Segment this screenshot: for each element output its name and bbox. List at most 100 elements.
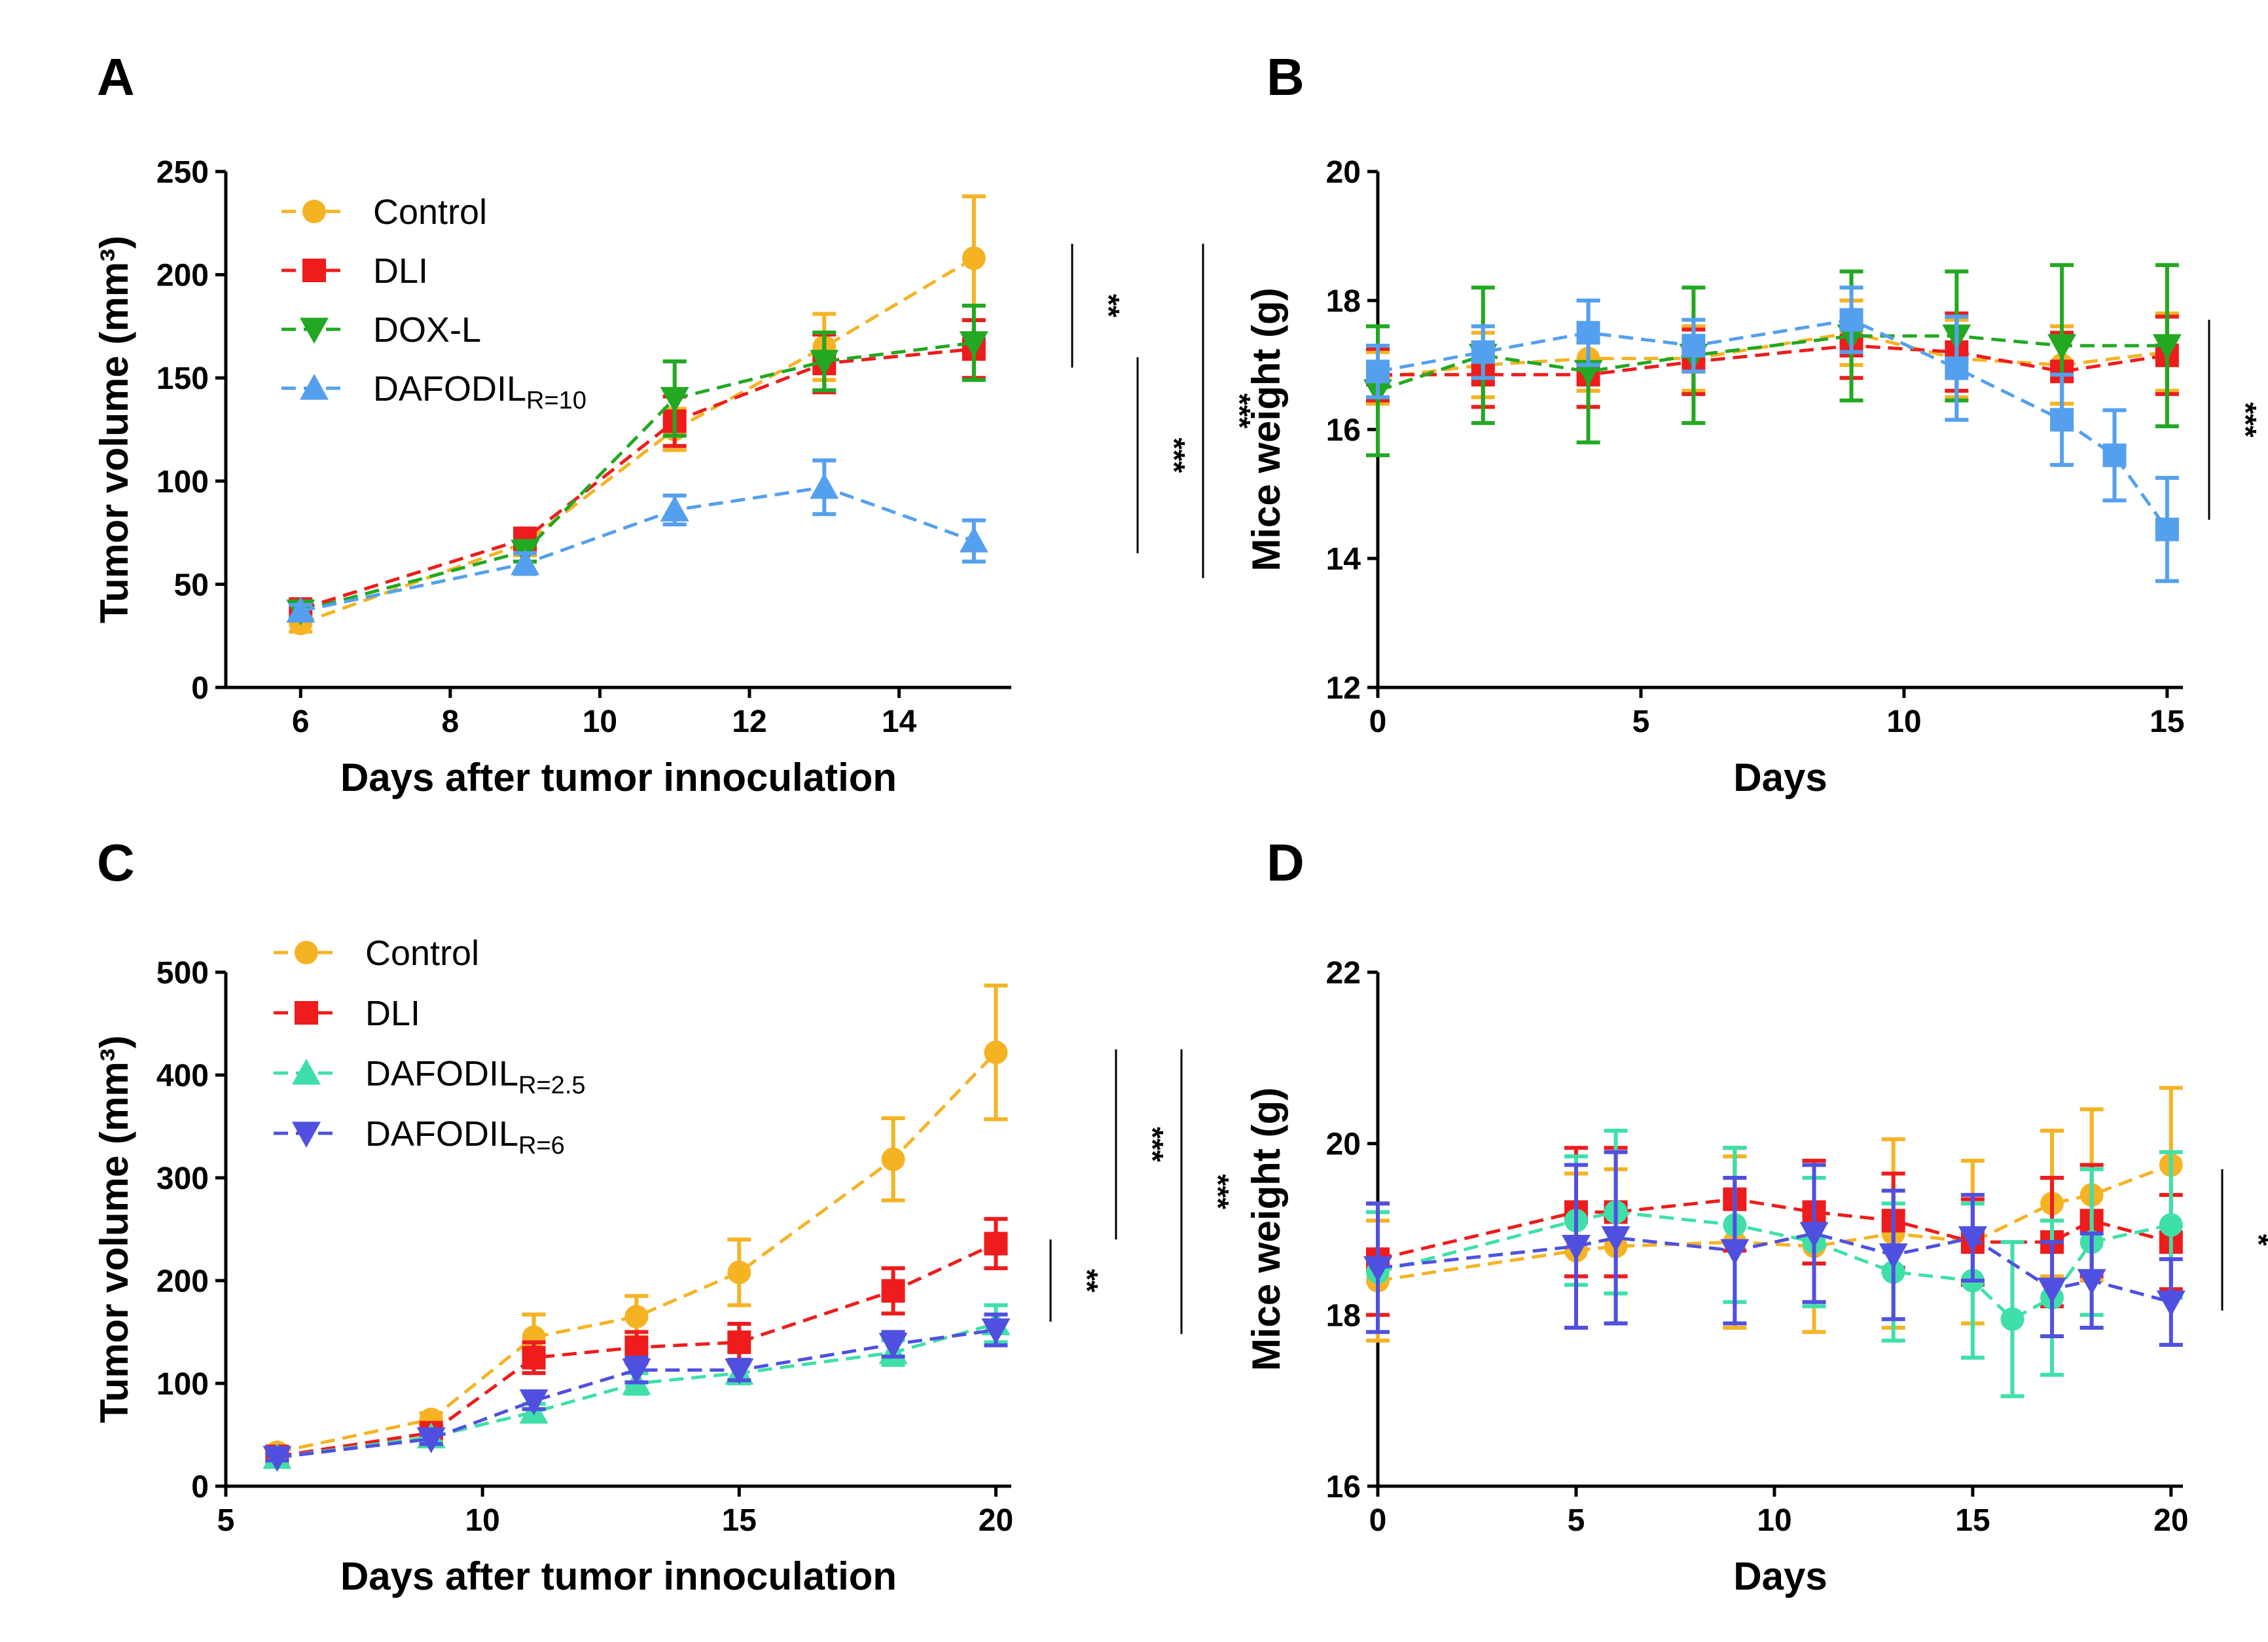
y-tick-label: 18 xyxy=(1326,284,1361,319)
x-tick-label: 10 xyxy=(465,1503,499,1538)
legend-label: DAFODILR=2.5 xyxy=(365,1054,586,1099)
series-4 xyxy=(1366,285,2179,583)
significance-markers: *** xyxy=(2208,319,2263,520)
y-axis-title: Mice weight (g) xyxy=(1244,287,1288,571)
data-point xyxy=(2152,334,2182,360)
legend-marker xyxy=(292,1059,321,1085)
y-axis-title: Tumor volume (mm³) xyxy=(92,236,136,623)
data-point xyxy=(511,549,540,575)
x-tick-label: 10 xyxy=(1757,1503,1791,1538)
data-point xyxy=(2159,1213,2183,1237)
legend-marker xyxy=(295,1001,318,1025)
y-tick-label: 22 xyxy=(1326,956,1361,991)
series-line xyxy=(1377,331,2168,380)
data-point xyxy=(959,331,988,357)
x-tick-label: 10 xyxy=(583,704,617,739)
data-point xyxy=(416,1427,446,1453)
legend-label: DOX-L xyxy=(373,310,481,350)
significance-label: ** xyxy=(1070,1269,1104,1292)
y-tick-label: 400 xyxy=(156,1059,209,1093)
data-point xyxy=(810,473,839,499)
data-point xyxy=(2155,517,2179,541)
y-tick-label: 20 xyxy=(1326,1127,1361,1162)
series-line xyxy=(1377,1232,2172,1304)
y-tick-label: 0 xyxy=(191,1470,209,1505)
data-point xyxy=(959,526,988,553)
data-point xyxy=(2050,408,2074,432)
panel-label: C xyxy=(97,833,135,892)
data-point xyxy=(881,1279,905,1303)
data-point xyxy=(1879,1243,1908,1269)
data-point xyxy=(1945,356,1969,380)
significance-markers: ******** xyxy=(1071,244,1257,578)
y-tick-label: 100 xyxy=(156,1367,209,1402)
data-point xyxy=(1839,308,1863,332)
legend-label: DLI xyxy=(373,251,428,291)
series-line xyxy=(1378,344,2168,376)
y-tick-label: 18 xyxy=(1326,1298,1361,1333)
y-tick-label: 14 xyxy=(1326,542,1361,577)
x-tick-label: 15 xyxy=(1955,1503,1990,1538)
y-tick-label: 16 xyxy=(1326,1470,1361,1505)
data-point xyxy=(1601,1226,1630,1252)
data-point xyxy=(1471,340,1495,364)
x-tick-label: 15 xyxy=(722,1503,757,1538)
significance-label: *** xyxy=(1201,1174,1235,1209)
series-4 xyxy=(286,458,988,623)
y-axis-title: Tumor volume (mm³) xyxy=(92,1035,136,1423)
data-point xyxy=(2077,1269,2106,1295)
y-tick-label: 500 xyxy=(156,956,209,991)
panel-c: C 0 100 200 300 400 500 5 10 15 20 Days after tumor… xyxy=(92,833,1235,1598)
data-point xyxy=(660,495,689,522)
y-tick-label: 0 xyxy=(191,671,209,706)
data-point xyxy=(2156,1290,2186,1317)
data-point xyxy=(2047,334,2077,360)
data-point xyxy=(878,1332,908,1359)
significance-markers: ******** xyxy=(1049,1049,1235,1334)
y-tick-label: 20 xyxy=(1326,155,1361,190)
x-tick-label: 20 xyxy=(979,1503,1013,1538)
data-point xyxy=(286,596,315,623)
significance-label: *** xyxy=(2229,402,2263,437)
x-axis-title: Days after tumor innoculation xyxy=(340,756,897,799)
series-4 xyxy=(262,1312,1011,1472)
series-line xyxy=(1377,1163,2172,1283)
y-tick-label: 250 xyxy=(156,155,209,190)
data-point xyxy=(1682,333,1706,357)
series-line xyxy=(1377,1210,2172,1321)
legend-label: Control xyxy=(365,934,479,973)
panel-b: B 12 14 16 18 20 0 5 10 15 Days Mice weight (g) *** xyxy=(1244,48,2263,799)
legend-label-subscript: R=10 xyxy=(526,387,586,414)
legend-label-subscript: R=6 xyxy=(518,1132,565,1159)
significance-label: *** xyxy=(1157,438,1191,473)
data-point xyxy=(727,1330,751,1355)
data-point xyxy=(622,1358,651,1385)
data-point xyxy=(962,246,986,270)
legend-marker xyxy=(300,318,329,344)
x-tick-label: 5 xyxy=(217,1503,235,1538)
series-line xyxy=(300,485,975,613)
data-point xyxy=(262,1446,292,1472)
series-3 xyxy=(286,303,988,626)
x-axis-title: Days xyxy=(1733,1554,1827,1598)
panel-label: A xyxy=(97,48,135,106)
data-point xyxy=(1366,359,1390,384)
x-tick-label: 6 xyxy=(292,704,310,739)
legend-marker xyxy=(302,200,326,223)
legend-label: Control xyxy=(373,192,487,232)
data-point xyxy=(2102,443,2127,467)
x-tick-label: 15 xyxy=(2150,704,2184,739)
data-point xyxy=(2000,1307,2025,1331)
data-point xyxy=(727,1260,751,1285)
x-axis-title: Days after tumor innoculation xyxy=(340,1554,897,1598)
data-point xyxy=(981,1318,1011,1345)
x-tick-label: 14 xyxy=(882,704,917,739)
y-tick-label: 100 xyxy=(156,465,209,500)
data-point xyxy=(522,1345,546,1370)
x-tick-label: 0 xyxy=(1369,1503,1387,1538)
significance-label: * xyxy=(2242,1234,2268,1246)
data-point xyxy=(984,1232,1008,1256)
legend-marker xyxy=(300,374,329,400)
data-point xyxy=(1799,1222,1829,1249)
